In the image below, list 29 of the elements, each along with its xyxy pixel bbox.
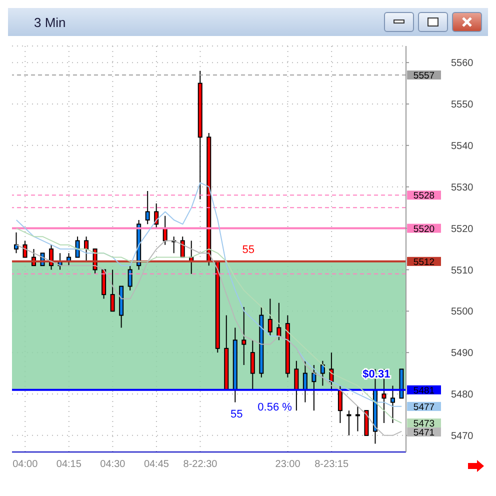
data-label: 5477 (413, 402, 435, 413)
y-tick-label: 5520 (451, 224, 474, 235)
y-tick-label: 5500 (451, 306, 474, 318)
x-tick-label: 23:00 (275, 459, 301, 470)
chart-title: 3 Min (33, 14, 67, 30)
x-tick-label: 04:30 (100, 459, 126, 470)
x-tick-label: 8-22:30 (183, 459, 218, 470)
ref-line-label: 5520 (413, 224, 435, 235)
ref-line-label: 5512 (413, 256, 435, 268)
y-tick-label: 5530 (451, 182, 474, 194)
y-tick-label: 5470 (451, 430, 474, 442)
y-tick-label: 5550 (451, 100, 474, 111)
x-tick-label: 04:15 (56, 459, 82, 470)
y-tick-label: 5510 (451, 265, 474, 276)
x-tick-label: 04:45 (144, 459, 170, 470)
y-tick-label: 5540 (451, 140, 474, 152)
data-label: 5473 (413, 418, 435, 430)
y-tick-label: 5560 (451, 58, 474, 70)
x-tick-label: 04:00 (12, 459, 38, 470)
annotation: 55 (230, 408, 243, 420)
ref-line-label: 5481 (413, 385, 435, 396)
annotation: 55 (242, 244, 255, 256)
y-tick-label: 5480 (451, 390, 474, 401)
ref-line-label: 5557 (413, 70, 435, 82)
annotation: 0.56 % (258, 402, 292, 414)
x-tick-label: 8-23:15 (314, 459, 349, 470)
ref-line-label: 5528 (413, 190, 435, 202)
data-label: 5471 (413, 428, 435, 438)
y-tick-label: 5490 (451, 348, 474, 360)
